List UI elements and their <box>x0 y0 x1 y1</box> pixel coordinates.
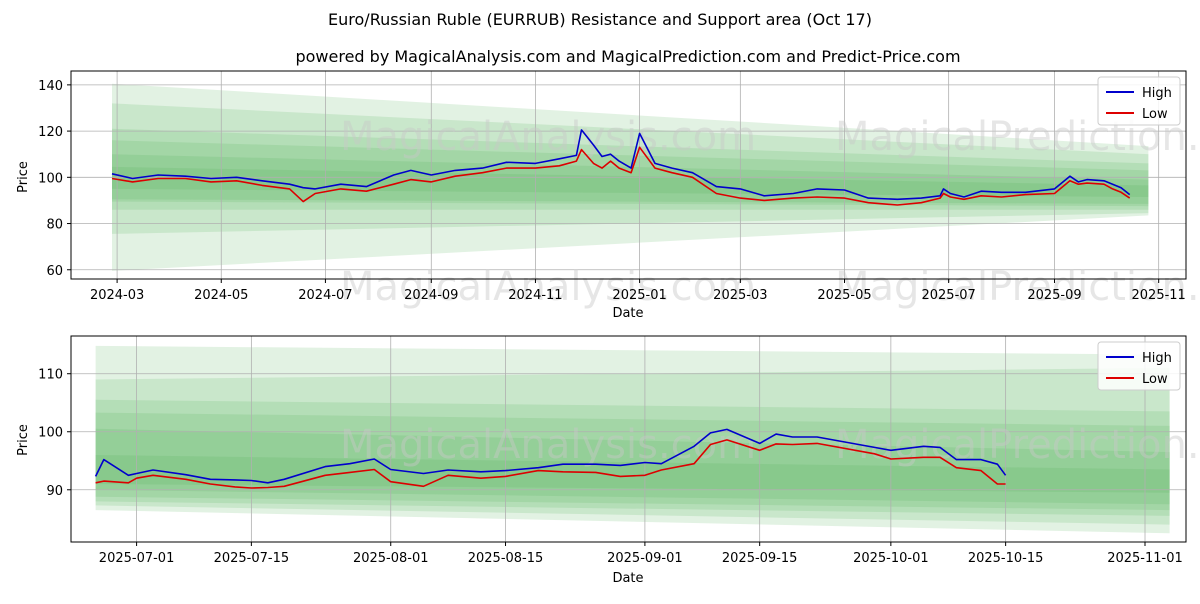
bottom-band-1 <box>95 367 1170 525</box>
top-y-tick-label-2: 100 <box>38 171 63 186</box>
bottom-band-5 <box>95 455 1170 493</box>
bottom-x-tick-label-7: 2025-10-15 <box>968 551 1044 566</box>
bottom-y-tick-label-2: 110 <box>38 368 63 383</box>
top-y-tick-label-1: 80 <box>46 218 63 233</box>
top-series-lines <box>111 129 1131 206</box>
bottom-legend-label-low: Low <box>1142 372 1168 387</box>
bottom-legend-label-high: High <box>1142 351 1172 366</box>
bottom-forecast-bands <box>95 345 1170 534</box>
top-legend-box <box>1097 76 1181 126</box>
top-band-4 <box>112 154 1149 204</box>
top-x-tick-label-6: 2025-03 <box>713 288 767 303</box>
bottom-x-tick-label-8: 2025-11-01 <box>1107 551 1183 566</box>
top-x-tick-label-4: 2024-11 <box>508 288 562 303</box>
top-x-tick-label-8: 2025-07 <box>921 288 975 303</box>
bottom-axes: 2025-07-01 2025-07-15 2025-08-01 2025-08-15… <box>38 335 1187 566</box>
top-watermark-analysis-2: MagicalAnalysis.com <box>340 264 756 310</box>
bottom-series-low <box>95 439 1006 489</box>
top-x-tick-label-0: 2024-03 <box>90 288 144 303</box>
bottom-band-3 <box>95 412 1170 511</box>
bottom-grid <box>71 336 1186 542</box>
top-x-tick-label-5: 2025-01 <box>612 288 666 303</box>
bottom-axes-frame <box>70 335 1187 543</box>
top-x-tick-label-9: 2025-09 <box>1027 288 1081 303</box>
top-chart-panel: MagicalAnalysis.com MagicalPrediction.co… <box>16 70 1200 321</box>
bottom-x-axis-label: Date <box>612 571 643 586</box>
top-series-low <box>111 146 1131 206</box>
bottom-watermark-analysis: MagicalAnalysis.com <box>340 422 756 468</box>
top-legend: High Low <box>1097 76 1181 126</box>
top-axes-frame <box>70 70 1187 280</box>
figure-subtitle: powered by MagicalAnalysis.com and Magic… <box>295 47 960 66</box>
top-series-high <box>111 129 1131 201</box>
top-x-tick-label-2: 2024-07 <box>298 288 352 303</box>
bottom-band-0 <box>95 345 1170 534</box>
top-grid <box>71 71 1186 279</box>
bottom-y-tick-label-0: 90 <box>46 484 63 499</box>
bottom-x-tick-label-1: 2025-07-15 <box>214 551 290 566</box>
top-axes: 2024-03 2024-05 2024-07 2024-09 2024-11 2025-… <box>38 70 1187 303</box>
top-y-tick-label-3: 120 <box>38 125 63 140</box>
bottom-x-tick-label-3: 2025-08-15 <box>468 551 544 566</box>
top-x-tick-label-3: 2024-09 <box>404 288 458 303</box>
top-y-axis-label: Price <box>16 161 31 193</box>
bottom-x-tick-label-0: 2025-07-01 <box>99 551 175 566</box>
top-x-tick-label-1: 2024-05 <box>194 288 248 303</box>
bottom-x-tick-label-2: 2025-08-01 <box>353 551 429 566</box>
bottom-y-tick-label-1: 100 <box>38 426 63 441</box>
bottom-x-tick-label-5: 2025-09-15 <box>722 551 798 566</box>
bottom-legend: High Low <box>1097 341 1181 391</box>
bottom-y-axis-label: Price <box>16 424 31 456</box>
bottom-band-4 <box>95 428 1170 505</box>
top-watermark-prediction-2: MagicalPrediction.com <box>835 264 1200 310</box>
top-band-1 <box>112 103 1149 234</box>
top-legend-label-high: High <box>1142 86 1172 101</box>
top-x-axis-label: Date <box>612 306 643 321</box>
bottom-band-2 <box>95 399 1170 516</box>
bottom-chart-panel: MagicalAnalysis.com MagicalPrediction.co… <box>16 335 1200 586</box>
bottom-legend-box <box>1097 341 1181 391</box>
top-watermark-analysis: MagicalAnalysis.com <box>340 114 756 160</box>
bottom-series-lines <box>94 428 1007 489</box>
figure-title: Euro/Russian Ruble (EURRUB) Resistance a… <box>328 10 872 29</box>
top-x-tick-label-10: 2025-11 <box>1132 288 1186 303</box>
top-x-tick-label-7: 2025-05 <box>817 288 871 303</box>
top-y-tick-label-4: 140 <box>38 79 63 94</box>
bottom-x-tick-label-6: 2025-10-01 <box>853 551 929 566</box>
top-legend-label-low: Low <box>1142 107 1168 122</box>
bottom-x-tick-label-4: 2025-09-01 <box>607 551 683 566</box>
top-forecast-bands <box>112 83 1149 271</box>
bottom-series-high <box>94 428 1007 484</box>
bottom-watermark-prediction: MagicalPrediction.com <box>835 422 1200 468</box>
top-y-tick-label-0: 60 <box>46 264 63 279</box>
